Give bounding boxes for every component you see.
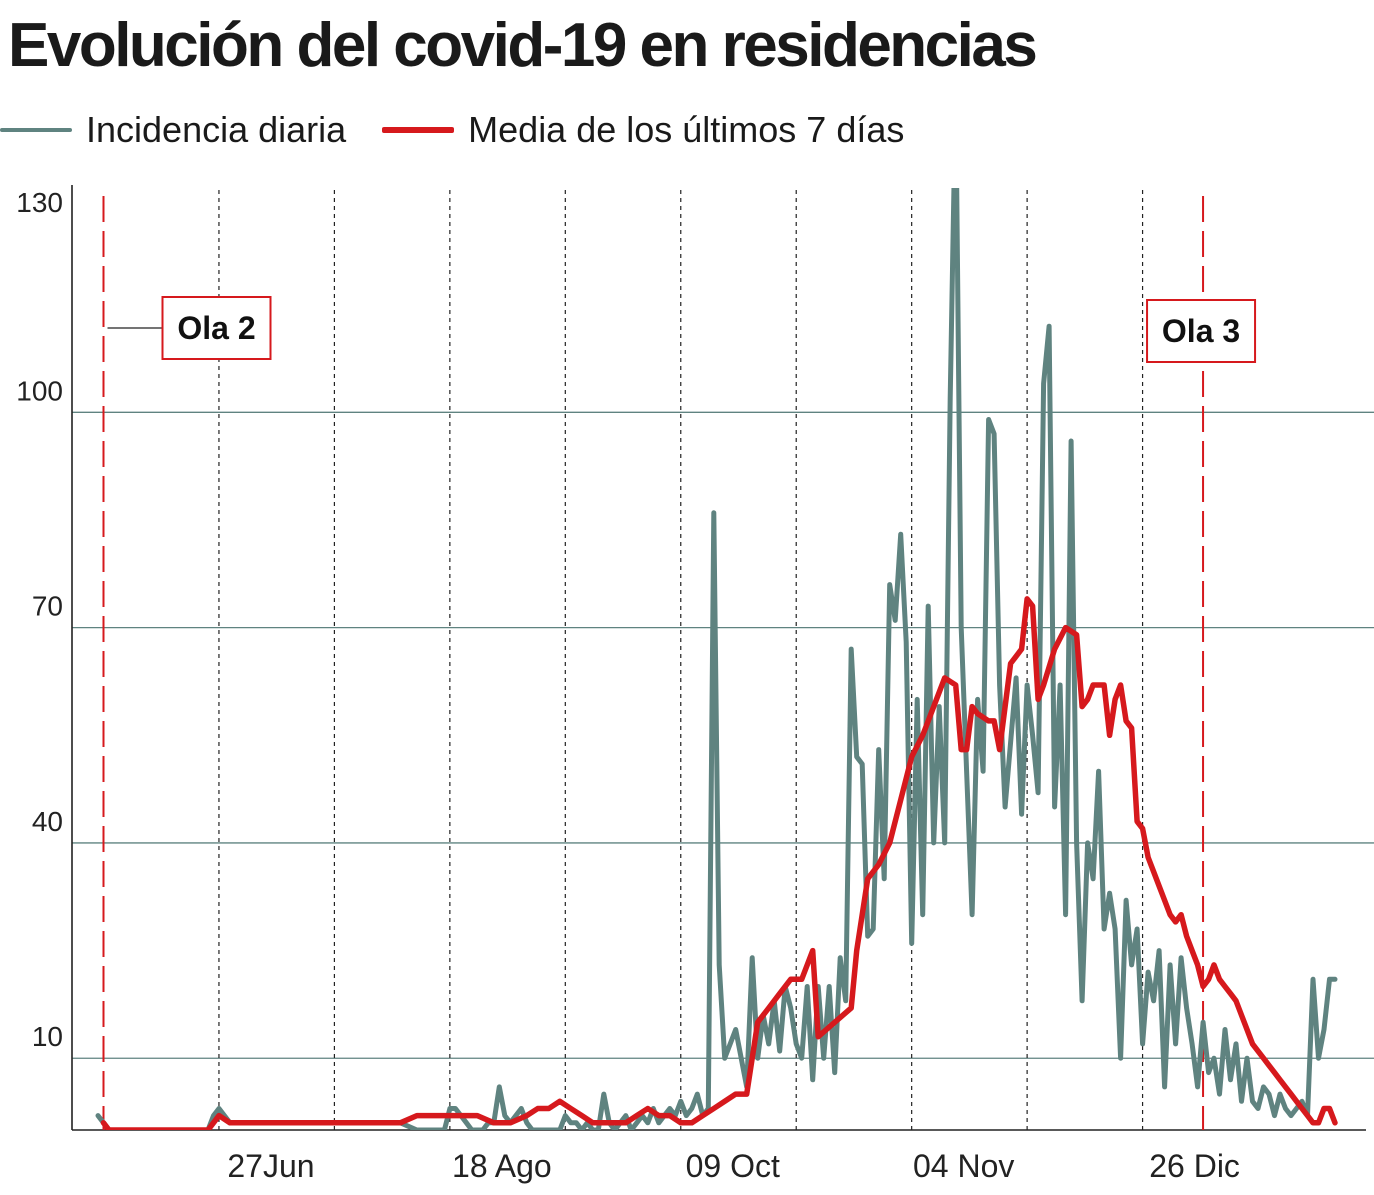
wave-label: Ola 3 bbox=[1162, 313, 1240, 349]
series-line-daily bbox=[95, 188, 1338, 1130]
y-tick-label: 70 bbox=[32, 591, 63, 622]
series-line-avg bbox=[100, 596, 1338, 1130]
legend-label-daily: Incidencia diaria bbox=[86, 109, 347, 150]
x-tick-label: 18 Ago bbox=[452, 1148, 552, 1184]
legend-label-avg: Media de los últimos 7 días bbox=[468, 109, 905, 150]
x-tick-label: 26 Dic bbox=[1149, 1148, 1240, 1184]
x-tick-label: 04 Nov bbox=[913, 1148, 1014, 1184]
wave-label: Ola 2 bbox=[177, 310, 255, 346]
legend-swatch-daily bbox=[0, 128, 72, 132]
legend-swatch-avg bbox=[382, 127, 455, 133]
chart-title: Evolución del covid-19 en residencias bbox=[8, 11, 1038, 80]
wave-label-box bbox=[1146, 299, 1257, 363]
legend-item-avg: Media de los últimos 7 días bbox=[382, 109, 904, 151]
y-tick-label: 130 bbox=[16, 187, 63, 218]
y-tick-label: 100 bbox=[16, 375, 63, 406]
x-tick-label: 27Jun bbox=[227, 1148, 314, 1184]
y-tick-label: 40 bbox=[32, 806, 63, 837]
x-tick-label: 09 Oct bbox=[686, 1148, 780, 1184]
legend: Incidencia diaria Media de los últimos 7… bbox=[0, 108, 940, 152]
y-tick-label: 10 bbox=[32, 1021, 63, 1052]
wave-label-box bbox=[161, 296, 272, 360]
legend-item-daily: Incidencia diaria bbox=[0, 109, 346, 151]
